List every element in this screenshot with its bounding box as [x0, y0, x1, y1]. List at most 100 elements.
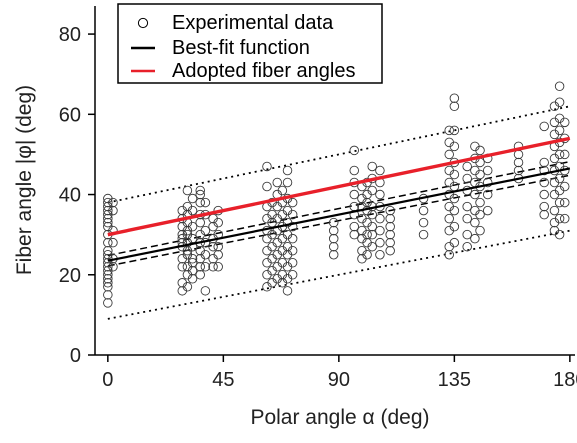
data-point — [462, 241, 472, 252]
data-point — [349, 165, 360, 176]
data-point — [213, 241, 223, 252]
y-tick-label: 80 — [59, 24, 81, 46]
x-tick-label: 90 — [328, 369, 350, 391]
data-point — [375, 237, 385, 248]
legend-box — [117, 3, 383, 84]
data-point — [349, 145, 360, 156]
data-point — [213, 249, 223, 260]
data-point — [103, 274, 113, 284]
x-ticks: 0 45 90 135 180 — [102, 355, 577, 391]
legend: Experimental data Best-fit function Adop… — [117, 3, 383, 84]
data-point — [554, 97, 565, 108]
data-point — [103, 278, 113, 288]
data-point — [108, 237, 118, 248]
y-ticks: 0 20 40 60 80 — [59, 24, 95, 367]
data-point — [449, 221, 460, 232]
data-point — [444, 249, 454, 260]
data-point — [444, 213, 454, 224]
data-point — [444, 149, 454, 160]
data-point — [103, 237, 113, 248]
data-point — [449, 141, 460, 152]
data-point — [195, 185, 205, 196]
x-tick-label: 45 — [212, 369, 234, 391]
data-point — [187, 253, 198, 264]
confidence-bound-line-0 — [107, 160, 571, 257]
data-point — [200, 197, 211, 208]
data-point — [559, 117, 570, 128]
data-point — [200, 225, 211, 236]
best-fit-function-line — [107, 167, 571, 262]
data-point — [559, 149, 570, 160]
data-point — [475, 225, 485, 236]
data-point — [385, 245, 395, 256]
data-point — [539, 165, 549, 176]
data-point — [195, 197, 205, 208]
data-point — [282, 286, 293, 296]
data-point — [200, 261, 211, 272]
data-point — [559, 181, 570, 192]
data-point — [213, 261, 223, 272]
data-point — [328, 217, 339, 228]
data-point — [539, 157, 549, 168]
data-point — [187, 205, 198, 216]
data-point — [475, 145, 485, 156]
data-point — [462, 161, 472, 172]
data-point — [554, 213, 565, 224]
data-point — [362, 249, 372, 260]
data-point — [187, 241, 198, 252]
data-point — [103, 298, 113, 308]
axes — [94, 6, 575, 356]
data-point — [554, 173, 565, 184]
data-point — [449, 169, 460, 180]
data-point — [539, 201, 549, 212]
data-point — [262, 181, 272, 192]
data-point — [539, 189, 549, 200]
data-point — [103, 197, 113, 208]
data-point — [385, 205, 395, 216]
data-point — [367, 221, 377, 232]
data-point — [287, 245, 298, 256]
data-point — [475, 197, 485, 208]
data-point — [262, 161, 272, 172]
data-point — [482, 177, 493, 188]
y-tick-label: 20 — [59, 265, 81, 287]
legend-marker-experimental-data — [137, 17, 149, 29]
prediction-bound-line-2 — [107, 105, 571, 204]
data-point — [470, 189, 480, 200]
data-point — [108, 197, 118, 208]
data-point — [444, 125, 454, 136]
data-point — [108, 205, 118, 216]
data-point — [462, 213, 472, 224]
data-point — [328, 241, 339, 252]
y-tick-label: 40 — [59, 185, 81, 207]
data-point — [513, 157, 524, 168]
data-point — [277, 185, 288, 196]
data-point — [375, 249, 385, 260]
data-point — [375, 165, 385, 176]
data-point — [287, 270, 298, 280]
data-point — [182, 282, 193, 292]
data-point — [367, 241, 377, 252]
data-point — [349, 229, 360, 240]
data-point — [282, 165, 293, 176]
data-point — [462, 229, 472, 240]
data-point — [177, 261, 188, 272]
data-point — [349, 209, 360, 220]
y-axis-title: Fiber angle |φ| (deg) — [13, 85, 36, 275]
data-point — [475, 169, 485, 180]
data-point — [554, 229, 565, 240]
y-tick-label: 0 — [70, 345, 81, 367]
data-point — [539, 177, 549, 188]
data-point — [449, 205, 460, 216]
data-point — [328, 249, 339, 260]
data-point — [287, 233, 298, 244]
data-point — [287, 209, 298, 220]
plot-area — [103, 81, 571, 320]
data-point — [513, 165, 524, 176]
data-point — [449, 193, 460, 204]
data-point — [349, 189, 360, 200]
data-point — [349, 221, 360, 232]
data-point — [328, 225, 339, 236]
data-point — [103, 253, 113, 264]
